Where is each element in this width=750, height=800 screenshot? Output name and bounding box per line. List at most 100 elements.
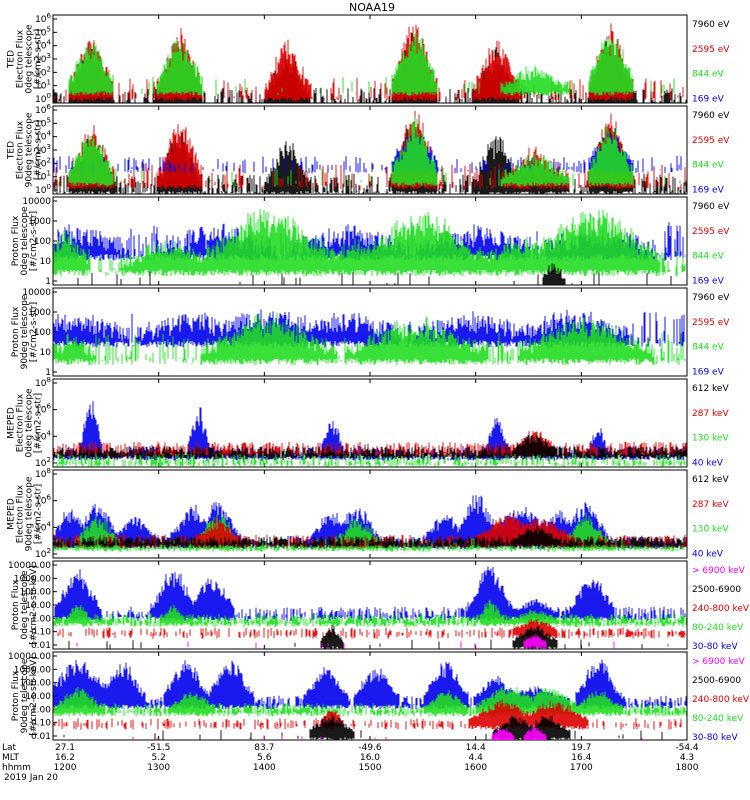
x-row-value: 1800: [676, 763, 699, 773]
y-axis-label: [#/cm2-s-str]: [34, 29, 44, 89]
y-axis-label: Proton Flux: [11, 579, 21, 630]
x-row-value: -54.4: [675, 743, 699, 753]
x-row-value: 1200: [54, 763, 77, 773]
y-tick-label: 10000: [22, 197, 51, 207]
legend-entry: 2595 eV: [692, 136, 730, 146]
y-tick-exponent: 4: [47, 429, 52, 437]
y-axis-label: [#/cm2-s-str-keV]: [29, 656, 39, 735]
data-trace: [53, 566, 686, 622]
y-tick-label: 10.00: [25, 692, 51, 702]
y-tick-label: 1000.00: [14, 574, 51, 584]
x-row-value: 1700: [570, 763, 593, 773]
x-row-label: MLT: [2, 753, 20, 763]
legend-entry: 7960 eV: [692, 20, 730, 30]
y-tick-exponent: 5: [47, 116, 51, 124]
y-tick-exponent: 8: [47, 376, 51, 384]
y-tick-label: 1000: [28, 217, 51, 227]
y-tick-label: 1: [45, 368, 51, 378]
legend-entry: 169 eV: [692, 276, 725, 286]
y-axis-label: Electron Flux: [16, 120, 26, 179]
y-axis-label: 90deg telescope: [25, 112, 35, 187]
x-row-value: 1500: [359, 763, 382, 773]
y-tick-exponent: 2: [47, 156, 51, 164]
y-tick-exponent: 1: [47, 170, 51, 178]
legend-entry: 169 eV: [692, 94, 725, 104]
data-trace: [56, 116, 687, 187]
y-tick-label: 102: [35, 547, 51, 560]
series-black: [53, 524, 686, 548]
legend-entry: 844 eV: [692, 343, 725, 353]
y-axis-label: [#/cm2-s-str]: [34, 484, 44, 544]
y-tick-exponent: 1: [47, 79, 51, 87]
x-row-value: 4.4: [469, 753, 484, 763]
data-trace: [77, 263, 672, 285]
series-green: [53, 312, 686, 365]
y-axis-label: [#/cm2-s-str-keV]: [29, 565, 39, 644]
data-trace: [53, 599, 687, 627]
legend-entry: 80-240 keV: [692, 623, 744, 633]
legend-entry: 240-800 keV: [692, 604, 750, 614]
y-tick-label: 10: [40, 348, 52, 358]
legend-entry: 2595 eV: [692, 227, 730, 237]
legend-entry: 30-80 keV: [692, 642, 738, 652]
series-green: [56, 116, 687, 187]
x-row-value: 16.0: [360, 753, 380, 763]
x-row-value: -49.6: [358, 743, 382, 753]
y-tick-exponent: 6: [47, 494, 52, 502]
legend-entry: 240-800 keV: [692, 695, 750, 705]
x-row-label: Lat: [2, 743, 17, 753]
legend-entry: 844 eV: [692, 70, 725, 80]
legend-entry: 2500-6900: [692, 585, 741, 595]
x-row-value: -51.5: [147, 743, 170, 753]
data-trace: [132, 726, 643, 740]
y-tick-label: 1000: [28, 308, 51, 318]
y-axis-label: Electron Flux: [16, 484, 26, 543]
x-row-value: 83.7: [254, 743, 274, 753]
y-tick-label: 10000: [22, 288, 51, 298]
date-label: 2019 Jan 20: [4, 773, 58, 783]
y-tick-exponent: 2: [47, 547, 51, 555]
y-axis-label: 0deg telescope: [25, 388, 35, 458]
x-row-value: 4.3: [680, 753, 694, 763]
data-trace: [53, 131, 682, 174]
legend-entry: 80-240 keV: [692, 714, 744, 724]
x-row-value: 16.4: [571, 753, 591, 763]
y-axis-label: Electron Flux: [16, 29, 26, 88]
y-tick-label: 108: [35, 376, 51, 389]
series-green: [62, 30, 675, 96]
legend-entry: > 6900 keV: [692, 657, 746, 667]
legend-entry: 30-80 keV: [692, 733, 738, 743]
y-tick-label: 100.00: [20, 679, 52, 689]
legend-entry: 844 eV: [692, 252, 725, 262]
legend-entry: 287 keV: [692, 500, 729, 510]
legend-entry: > 6900 keV: [692, 566, 746, 576]
panel-4: 10000 1000 100 10 1 Proton Flux 90deg telescop…: [11, 287, 730, 378]
y-axis-label: Proton Flux: [11, 670, 21, 721]
y-tick-label: 0.10: [31, 628, 51, 638]
x-row-value: 16.2: [55, 753, 75, 763]
legend-entry: 169 eV: [692, 367, 725, 377]
series-magenta: [132, 726, 643, 740]
y-tick-label: 10000.00: [8, 652, 51, 662]
y-tick-exponent: 4: [47, 520, 52, 528]
data-trace: [53, 312, 686, 365]
y-axis-label: 90deg telescope: [20, 658, 30, 733]
legend-entry: 169 eV: [692, 185, 725, 195]
y-tick-label: 1.00: [31, 614, 51, 624]
y-tick-exponent: 2: [47, 65, 51, 73]
y-axis-label: [#/cm2-s-str]: [29, 211, 39, 271]
y-tick-exponent: 0: [47, 92, 51, 100]
series-blue: [53, 131, 682, 174]
y-tick-label: 100: [34, 237, 51, 247]
y-axis-label: MEPED: [7, 498, 17, 530]
y-tick-label: 0.01: [31, 732, 51, 742]
y-tick-label: 1000.00: [14, 665, 51, 675]
x-row-value: 1300: [147, 763, 170, 773]
y-axis-label: MEPED: [7, 407, 17, 439]
legend-entry: 2595 eV: [692, 45, 730, 55]
y-tick-label: 0.01: [31, 641, 51, 651]
series-green: [53, 209, 686, 277]
y-axis-label: 0deg telescope: [25, 24, 35, 94]
